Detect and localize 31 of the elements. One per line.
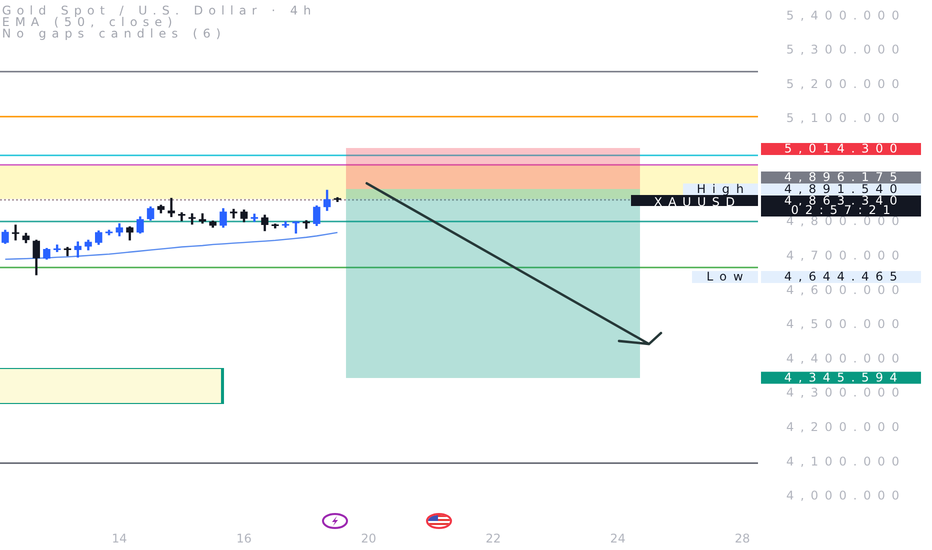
annotation: Low xyxy=(706,270,750,284)
text: 5,014.300 xyxy=(784,142,904,156)
y-tick-label: 5,400.000 xyxy=(786,8,906,22)
y-tick-label: 4,200.000 xyxy=(786,420,906,434)
candlestick xyxy=(168,198,175,218)
x-tick-label: 20 xyxy=(360,531,376,546)
text: 4,644.465 xyxy=(784,270,904,284)
annotation: High xyxy=(696,182,750,196)
ref-line-label: XAUUSD xyxy=(654,195,741,210)
y-tick-label: 4,700.000 xyxy=(786,248,906,262)
x-tick-label: 16 xyxy=(236,531,252,546)
annotation: No gaps candles (6) xyxy=(2,26,226,41)
y-tick-label: 4,300.000 xyxy=(786,386,906,400)
y-tick-label: 5,300.000 xyxy=(786,42,906,57)
x-tick-label: 14 xyxy=(112,531,128,546)
y-tick-label: 5,200.000 xyxy=(786,76,906,91)
text: 4,891.540 xyxy=(784,182,904,196)
y-tick-label: 4,400.000 xyxy=(786,351,906,366)
y-tick-label: 4,600.000 xyxy=(786,282,906,297)
y-tick-label: 4,500.000 xyxy=(786,317,906,332)
text: 4,896.175 xyxy=(784,170,904,184)
y-tick-label: 4,100.000 xyxy=(786,454,906,468)
x-tick-label: 28 xyxy=(734,531,750,546)
x-tick-label: 24 xyxy=(610,531,626,546)
text: 4,345.594 xyxy=(784,370,904,384)
y-tick-label: 4,000.000 xyxy=(786,488,906,503)
annotation: EMA (50, close) xyxy=(2,15,178,30)
y-tick-label: 4,800.000 xyxy=(786,214,906,228)
y-tick-label: 5,100.000 xyxy=(786,111,906,126)
chart-title: Gold Spot / U.S. Dollar · 4h xyxy=(2,4,316,18)
x-tick-label: 22 xyxy=(486,531,501,546)
